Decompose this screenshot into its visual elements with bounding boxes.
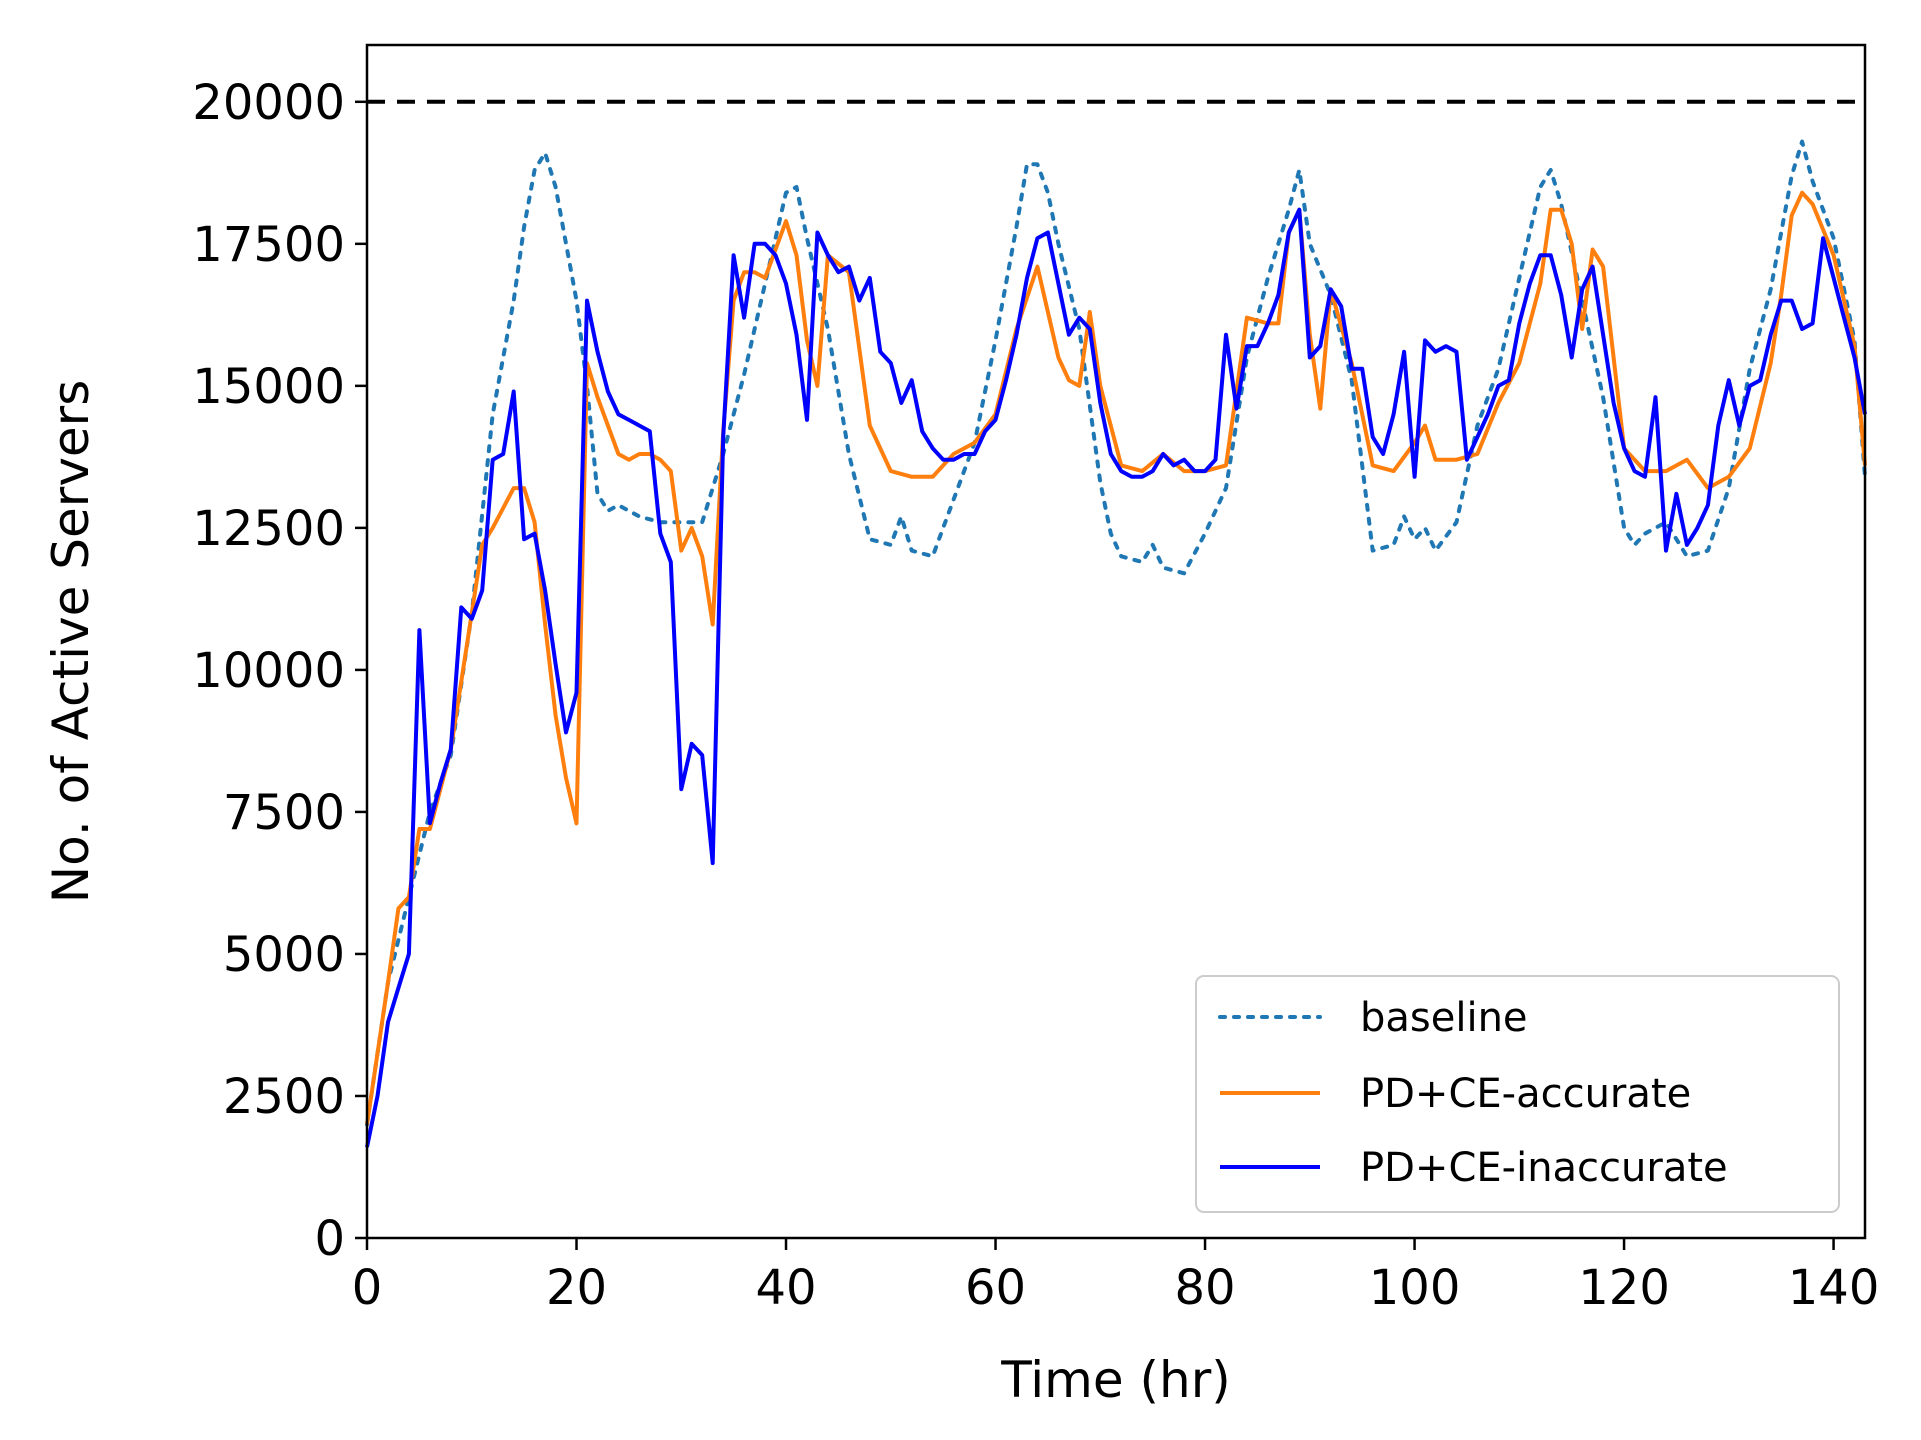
y-tick-label: 20000 [192, 75, 345, 131]
y-axis: 0 2500 5000 7500 10000 12500 15000 17500 20000 [192, 75, 367, 1267]
y-tick-label: 15000 [192, 359, 345, 415]
y-tick-label: 12500 [192, 501, 345, 557]
plot-frame [365, 43, 1867, 1240]
x-tick-label: 40 [755, 1260, 816, 1316]
y-tick-label: 17500 [192, 217, 345, 273]
legend: baseline PD+CE-accurate PD+CE-inaccurate [1195, 975, 1840, 1213]
series-layer [365, 139, 1867, 1148]
x-tick-label: 0 [352, 1260, 383, 1316]
y-tick-label: 0 [314, 1211, 345, 1267]
legend-label-baseline: baseline [1360, 995, 1528, 1041]
legend-label-pd-ce-accurate: PD+CE-accurate [1360, 1071, 1691, 1117]
series-line-baseline [365, 139, 1867, 1127]
x-axis-title: Time (hr) [1000, 1351, 1231, 1409]
y-axis-title: No. of Active Servers [42, 380, 100, 904]
legend-box [1195, 975, 1840, 1213]
x-tick-label: 120 [1578, 1260, 1670, 1316]
x-tick-label: 140 [1788, 1260, 1880, 1316]
x-tick-label: 20 [546, 1260, 607, 1316]
y-tick-label: 10000 [192, 643, 345, 699]
x-tick-label: 60 [965, 1260, 1026, 1316]
y-tick-label: 7500 [223, 785, 345, 841]
series-line-pd-ce-inaccurate [365, 207, 1867, 1148]
x-tick-label: 80 [1175, 1260, 1236, 1316]
series-line-pd-ce-accurate [365, 190, 1867, 1125]
x-axis: 0 20 40 60 80 100 120 140 [352, 1238, 1880, 1316]
legend-label-pd-ce-inaccurate: PD+CE-inaccurate [1360, 1145, 1728, 1191]
x-tick-label: 100 [1369, 1260, 1461, 1316]
y-tick-label: 5000 [223, 927, 345, 983]
y-tick-label: 2500 [223, 1069, 345, 1125]
